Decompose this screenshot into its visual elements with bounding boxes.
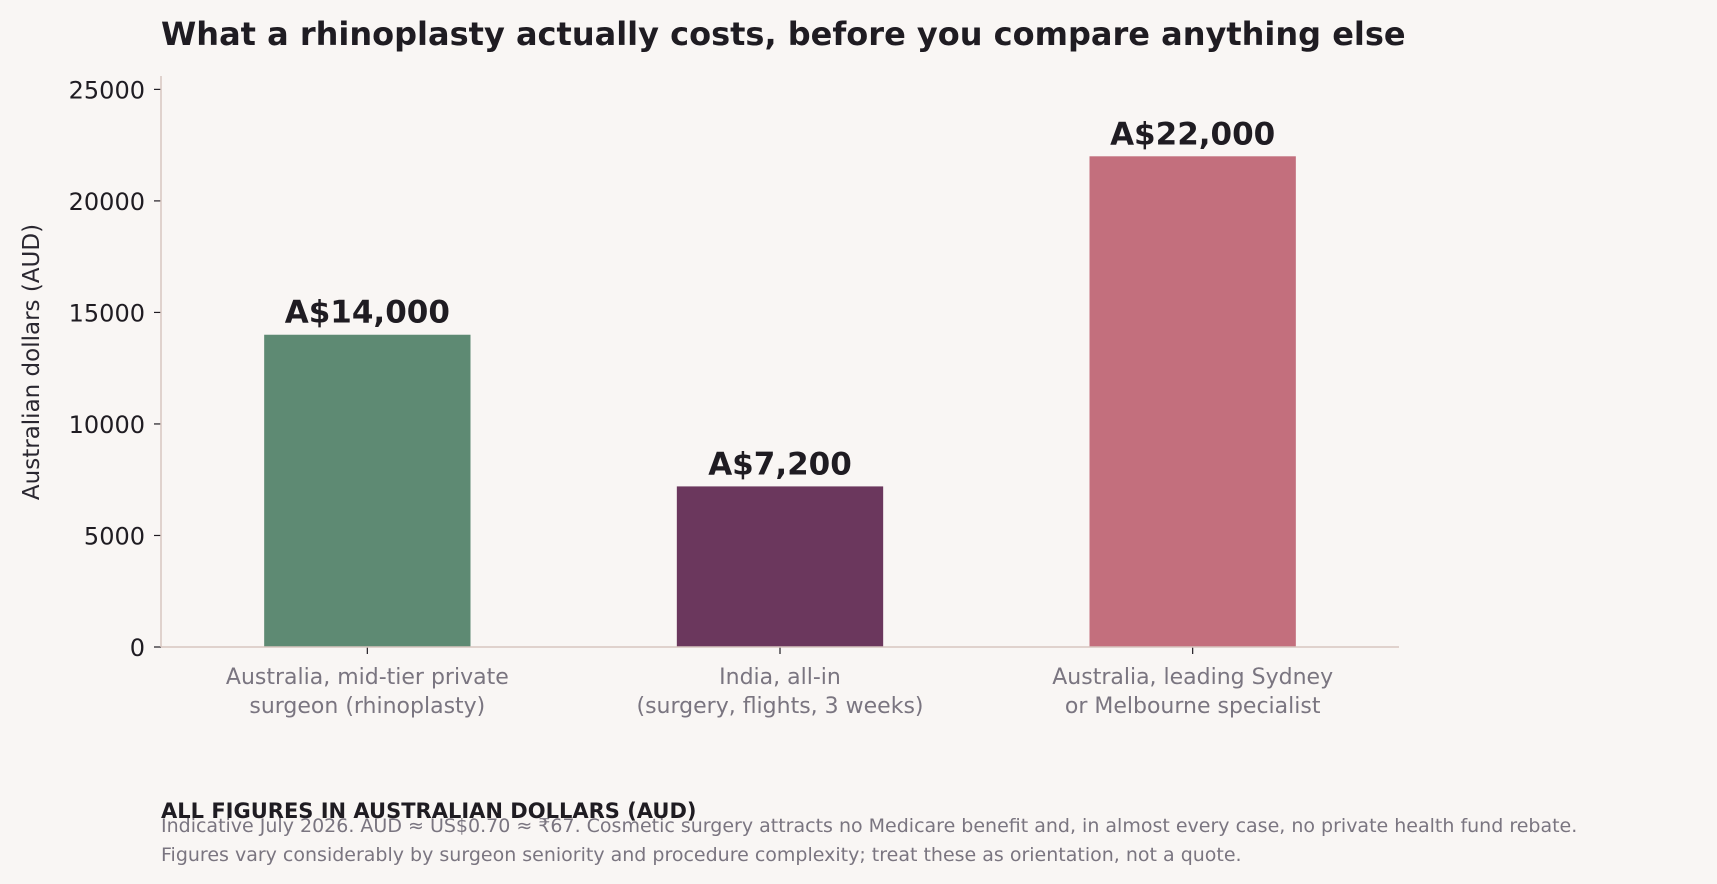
bar-value-label: A$7,200 (708, 446, 852, 482)
bar-value-label: A$14,000 (285, 295, 450, 331)
notes-line-2: Figures vary considerably by surgeon sen… (161, 844, 1242, 866)
x-tick-label: surgeon (rhinoplasty) (249, 694, 485, 719)
bar (676, 486, 884, 647)
y-axis-label: Australian dollars (AUD) (19, 224, 45, 500)
notes-line-1: Indicative July 2026. AUD ≈ US$0.70 ≈ ₹6… (161, 815, 1577, 837)
y-tick-label: 0 (130, 634, 145, 662)
x-tick-label: or Melbourne specialist (1065, 694, 1321, 719)
bar (1089, 156, 1296, 647)
chart-title: What a rhinoplasty actually costs, befor… (161, 15, 1406, 53)
y-tick-label: 10000 (69, 411, 145, 439)
y-tick-label: 5000 (84, 522, 145, 550)
x-tick-label: Australia, mid-tier private (226, 665, 509, 690)
notes-heading: ALL FIGURES IN AUSTRALIAN DOLLARS (AUD) (161, 799, 696, 823)
bar-value-label: A$22,000 (1110, 116, 1275, 152)
y-tick-label: 20000 (69, 188, 145, 216)
x-tick-label: Australia, leading Sydney (1052, 665, 1333, 690)
y-tick-label: 15000 (69, 299, 145, 327)
x-axis: Australia, mid-tier private surgeon (rhin… (226, 647, 1333, 719)
x-tick-label: (surgery, flights, 3 weeks) (637, 694, 924, 719)
bar (264, 334, 471, 647)
bars: A$14,000 A$7,200 A$22,000 (264, 116, 1296, 647)
x-tick-label: India, all-in (719, 665, 841, 690)
y-axis: 0 5000 10000 15000 20000 25000 (69, 76, 161, 662)
y-tick-label: 25000 (69, 76, 145, 104)
